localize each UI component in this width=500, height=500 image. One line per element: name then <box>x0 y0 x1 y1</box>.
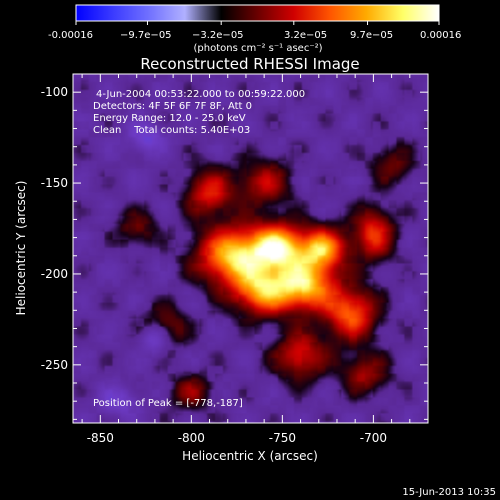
y-tick-label: -150 <box>41 176 68 190</box>
colorbar-tick-label: −9.7e−05 <box>120 30 172 41</box>
annotation-time: 4-Jun-2004 00:53:22.000 to 00:59:22.000 <box>96 89 305 100</box>
y-tick-label: -250 <box>41 358 68 372</box>
colorbar-tick-label: 9.7e−05 <box>350 30 393 41</box>
y-tick-label: -100 <box>41 85 68 99</box>
x-tick-label: -700 <box>360 431 387 445</box>
annotation-clean: Clean Total counts: 5.40E+03 <box>93 125 250 136</box>
colorbar-tick-label: −3.2e−05 <box>192 30 244 41</box>
colorbar-ticks <box>75 21 440 25</box>
y-tick-label: -200 <box>41 267 68 281</box>
annotation-energy: Energy Range: 12.0 - 25.0 keV <box>93 113 246 124</box>
colorbar-gradient <box>75 4 440 22</box>
colorbar-tick-label: -0.00016 <box>48 30 93 41</box>
x-axis-label: Heliocentric X (arcsec) <box>182 449 318 463</box>
chart-title: Reconstructed RHESSI Image <box>140 55 359 73</box>
x-tick-label: -850 <box>87 431 114 445</box>
y-tick-labels: -100 -150 -200 -250 <box>41 85 68 372</box>
x-tick-labels: -850 -800 -750 -700 <box>87 431 387 445</box>
heatmap-image <box>73 74 428 423</box>
axis-ticks <box>73 73 429 423</box>
footer-date: 15-Jun-2013 10:35 <box>402 487 496 498</box>
colorbar-tick-label: 0.00016 <box>420 30 461 41</box>
peak-position-label: Position of Peak = [-778,-187] <box>93 398 243 409</box>
plot-frame <box>72 73 429 424</box>
x-tick-label: -750 <box>269 431 296 445</box>
colorbar-tick-label: 3.2e−05 <box>284 30 327 41</box>
x-tick-label: -800 <box>178 431 205 445</box>
annotations: 4-Jun-2004 00:53:22.000 to 00:59:22.000 … <box>93 89 305 409</box>
colorbar: -0.00016 −9.7e−05 −3.2e−05 3.2e−05 9.7e−… <box>48 4 461 54</box>
colorbar-unit-label: (photons cm⁻² s⁻¹ asec⁻²) <box>193 43 322 54</box>
annotation-detectors: Detectors: 4F 5F 6F 7F 8F, Att 0 <box>93 101 252 112</box>
y-axis-label: Heliocentric Y (arcsec) <box>14 181 28 316</box>
plot-area <box>72 73 429 424</box>
